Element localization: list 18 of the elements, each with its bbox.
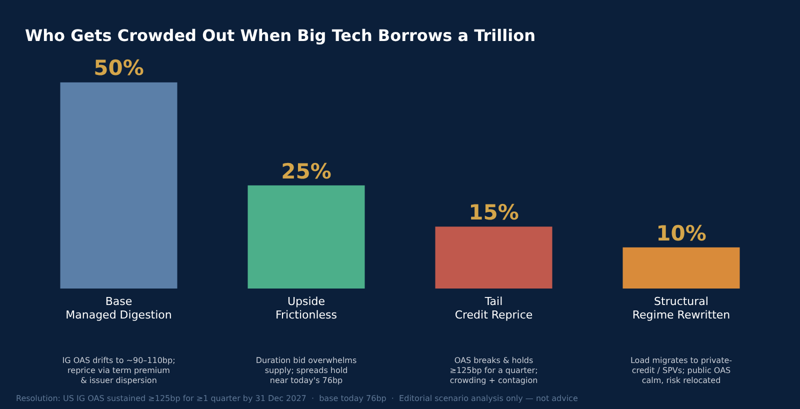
- data-label: 10%: [656, 221, 706, 246]
- text: IG OAS drifts to ~90–110bp; reprice via term premium & issuer dispersion: [62, 356, 176, 386]
- x-tick-label: Base Managed Digestion: [66, 295, 172, 322]
- x-tick-label: Upside Frictionless: [275, 295, 338, 322]
- data-label: 25%: [281, 159, 332, 184]
- data-label: 50%: [94, 56, 144, 80]
- text: OAS breaks & holds ≥125bp for a quarter; crowding + contagion: [450, 356, 538, 386]
- bar: [248, 185, 365, 289]
- x-tick-label: Structural Regime Rewritten: [632, 295, 730, 322]
- text: Load migrates to private- credit / SPVs; public OAS calm, risk relocated: [630, 356, 732, 386]
- chart-title: Who Gets Crowded Out When Big Tech Borrows a Trillion: [25, 26, 536, 45]
- bar: [622, 247, 740, 289]
- bar: [60, 82, 178, 289]
- data-label: 15%: [468, 200, 519, 225]
- x-tick-label: Tail Credit Reprice: [454, 295, 533, 322]
- bar: [435, 226, 552, 289]
- text: Duration bid overwhelms supply; spreads hold near today's 76bp: [256, 356, 357, 386]
- text: Resolution: US IG OAS sustained ≥125bp for ≥1 quarter by 31 Dec 2027 · base today 76bp · Editorial scenario analysis only — not advice: [16, 394, 578, 404]
